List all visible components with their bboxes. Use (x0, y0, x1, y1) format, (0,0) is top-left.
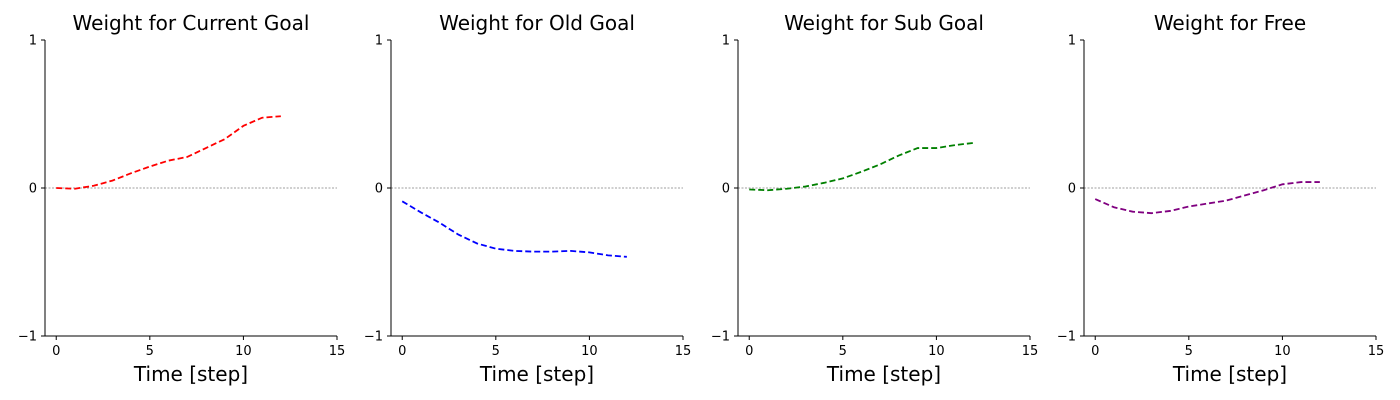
y-tick-label: 0 (722, 182, 730, 197)
x-axis-label: Time [step] (1172, 362, 1287, 386)
x-axis-label: Time [step] (826, 362, 941, 386)
x-tick-label: 10 (235, 344, 252, 359)
x-tick-label: 15 (1368, 344, 1385, 359)
x-tick-label: 10 (581, 344, 598, 359)
y-tick-label: −1 (364, 330, 383, 345)
x-tick-label: 5 (1185, 344, 1193, 359)
x-tick-label: 5 (492, 344, 500, 359)
x-tick-label: 10 (928, 344, 945, 359)
y-tick-label: 1 (375, 34, 383, 49)
x-tick-label: 15 (329, 344, 346, 359)
x-tick-label: 0 (398, 344, 406, 359)
y-tick-label: −1 (1057, 330, 1076, 345)
chart-title: Weight for Free (1154, 11, 1306, 35)
y-tick-label: 0 (29, 182, 37, 197)
x-tick-label: 5 (146, 344, 154, 359)
series-line (749, 141, 974, 192)
y-tick-label: 1 (1068, 34, 1076, 49)
y-tick-label: 0 (375, 182, 383, 197)
y-tick-label: 1 (29, 34, 37, 49)
x-tick-label: 0 (52, 344, 60, 359)
chart-title: Weight for Sub Goal (784, 11, 984, 35)
series-line (401, 200, 627, 258)
x-tick-label: 10 (1274, 344, 1291, 359)
x-tick-label: 5 (839, 344, 847, 359)
x-tick-label: 15 (1022, 344, 1039, 359)
x-tick-label: 15 (675, 344, 692, 359)
chart-title: Weight for Current Goal (73, 11, 310, 35)
series-line (1094, 181, 1320, 215)
y-tick-label: −1 (711, 330, 730, 345)
x-tick-label: 0 (1091, 344, 1099, 359)
chart-title: Weight for Old Goal (439, 11, 635, 35)
y-tick-label: 1 (722, 34, 730, 49)
series-line (56, 115, 281, 190)
y-tick-label: −1 (18, 330, 37, 345)
x-axis-label: Time [step] (133, 362, 248, 386)
x-tick-label: 0 (745, 344, 753, 359)
x-axis-label: Time [step] (479, 362, 594, 386)
y-tick-label: 0 (1068, 182, 1076, 197)
